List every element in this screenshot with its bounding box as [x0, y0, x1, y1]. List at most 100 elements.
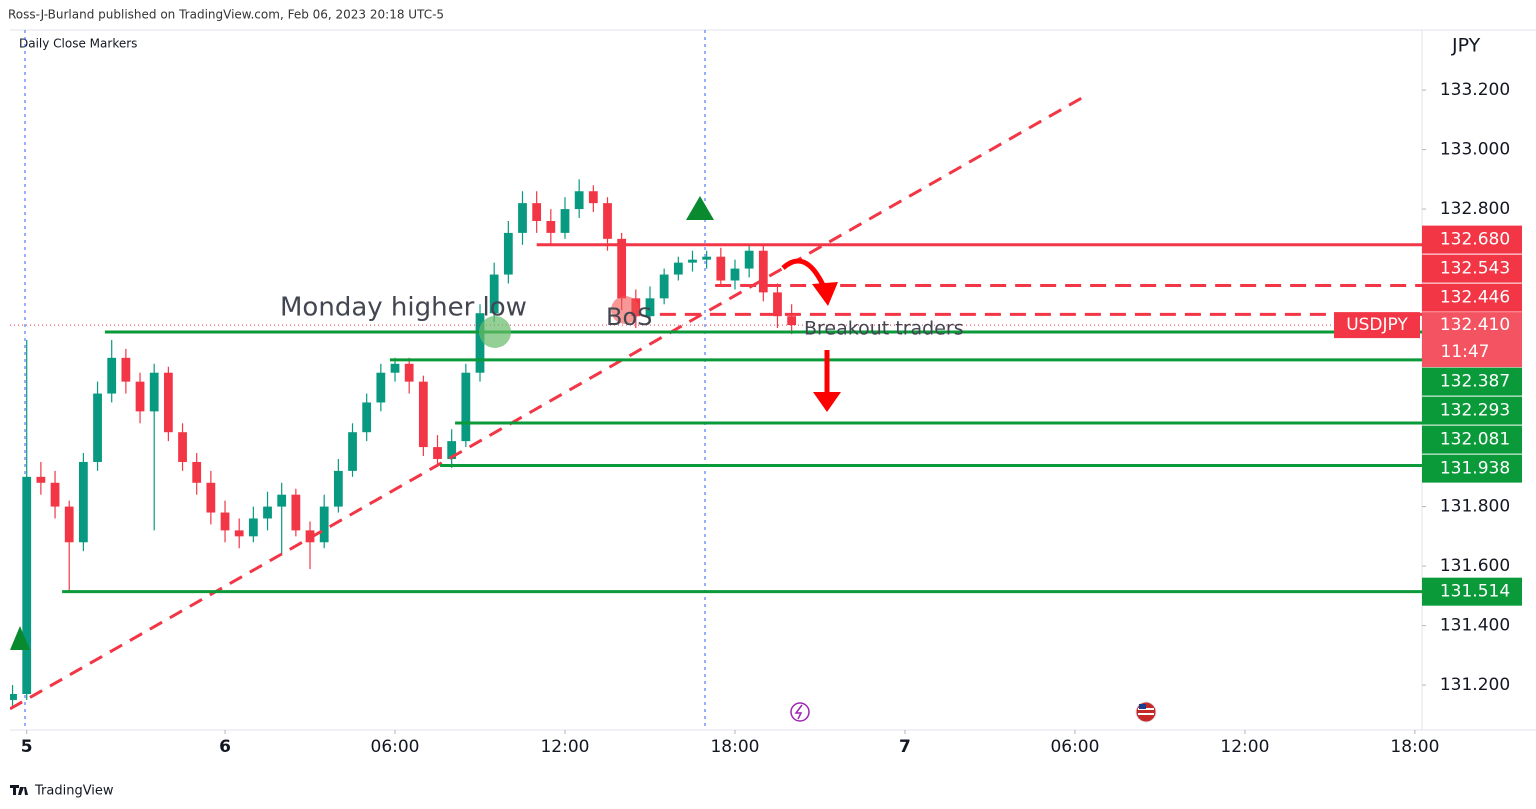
candle-body	[730, 268, 740, 281]
flag-stripe	[1138, 713, 1154, 715]
candle-body	[461, 372, 471, 442]
candle-body	[688, 259, 697, 263]
x-tick-label: 12:00	[540, 737, 589, 757]
candle-body	[588, 191, 598, 204]
level-label: 131.938	[1440, 459, 1510, 479]
candle-body	[773, 292, 782, 317]
candle-body	[787, 316, 797, 326]
candle-body	[93, 393, 102, 462]
x-tick-label: 06:00	[371, 737, 420, 757]
current-price-box	[1422, 312, 1522, 368]
marker-triangle	[10, 626, 30, 650]
level-label: 132.446	[1440, 288, 1510, 308]
annotation: BoS	[606, 303, 652, 331]
candle-body	[248, 518, 258, 537]
x-tick-label: 18:00	[710, 737, 759, 757]
candle-body	[418, 381, 428, 448]
candle-body	[390, 363, 400, 373]
countdown-label: 11:47	[1441, 342, 1490, 362]
candle-body	[10, 694, 17, 700]
candle-body	[277, 494, 287, 507]
candle-body	[532, 203, 542, 221]
event-icon[interactable]	[790, 702, 810, 722]
level-label-box	[1422, 577, 1522, 606]
level-label: 131.514	[1440, 582, 1510, 602]
candle-body	[64, 506, 74, 543]
candle-body	[560, 209, 570, 233]
candle-body	[503, 232, 513, 275]
overlay: Monday higher low BoS Breakout traders	[10, 196, 1157, 723]
candle-body	[50, 482, 60, 507]
highlight-circle	[479, 316, 511, 348]
x-tick-label: 7	[899, 737, 911, 757]
event-icon-bolt	[794, 704, 803, 720]
level-label-box	[1422, 225, 1522, 254]
footer-text: TradingView	[34, 784, 114, 799]
candle-body	[192, 461, 202, 483]
candle-body	[135, 381, 145, 412]
candle-body	[489, 274, 499, 314]
candle-body	[433, 447, 442, 459]
level-label: 132.680	[1440, 230, 1510, 250]
logo-mark	[10, 785, 28, 795]
candle-body	[362, 402, 372, 433]
level-label: 132.543	[1440, 259, 1510, 279]
y-tick-label: 131.800	[1440, 497, 1510, 517]
level-label-box	[1422, 454, 1522, 483]
symbol-box	[1334, 312, 1420, 339]
indicator-name: Daily Close Markers	[19, 37, 137, 51]
level-label-box	[1422, 367, 1522, 396]
candle-body	[178, 432, 187, 462]
highlight-circle	[611, 296, 639, 324]
level-label: 132.387	[1440, 372, 1510, 392]
candle-body	[121, 357, 131, 382]
level-label-box	[1422, 396, 1522, 425]
candle-body	[716, 256, 726, 281]
candle-body	[659, 274, 669, 299]
candle-body	[78, 461, 88, 543]
candle-body	[333, 470, 343, 507]
x-tick-label: 18:00	[1390, 737, 1439, 757]
candle-body	[263, 506, 272, 519]
y-tick-label: 131.600	[1440, 556, 1510, 576]
x-tick-label: 6	[219, 737, 231, 757]
candle-body	[744, 250, 754, 269]
candle-body	[22, 476, 32, 695]
candle-body	[447, 441, 457, 459]
candle-body	[220, 512, 230, 531]
currency-label: JPY	[1451, 35, 1481, 57]
arrow-head	[812, 282, 838, 306]
y-tick-label: 132.800	[1440, 199, 1510, 219]
candle-body	[702, 256, 712, 260]
candle-body	[149, 372, 159, 412]
x-tick-label: 06:00	[1050, 737, 1099, 757]
x-tick-label: 5	[21, 737, 33, 757]
candle-body	[404, 363, 414, 382]
candle-body	[603, 203, 612, 239]
curved-arrow	[781, 258, 826, 287]
candle-body	[673, 262, 683, 275]
candle-body	[107, 357, 117, 394]
level-label-box	[1422, 283, 1522, 312]
candle-body	[291, 494, 301, 531]
candle-body	[348, 432, 357, 471]
arrow-head	[813, 392, 841, 412]
candle-body	[758, 250, 768, 293]
level-label-box	[1422, 425, 1522, 454]
candle-body	[319, 506, 329, 543]
level-label: 132.293	[1440, 401, 1510, 421]
footer-logo[interactable]: TradingView	[10, 784, 114, 799]
candle-body	[36, 476, 46, 483]
marker-triangle	[686, 196, 714, 220]
y-tick-label: 133.200	[1440, 80, 1510, 100]
current-price-label: 132.410	[1440, 315, 1510, 335]
y-tick-label: 131.400	[1440, 616, 1510, 636]
candle-body	[617, 238, 627, 299]
x-tick-label: 12:00	[1220, 737, 1269, 757]
flag-canton	[1139, 704, 1146, 709]
plot-area	[10, 94, 1422, 711]
candle-body	[163, 372, 173, 433]
symbol-label: USDJPY	[1346, 315, 1408, 335]
level-label-box	[1422, 254, 1522, 283]
